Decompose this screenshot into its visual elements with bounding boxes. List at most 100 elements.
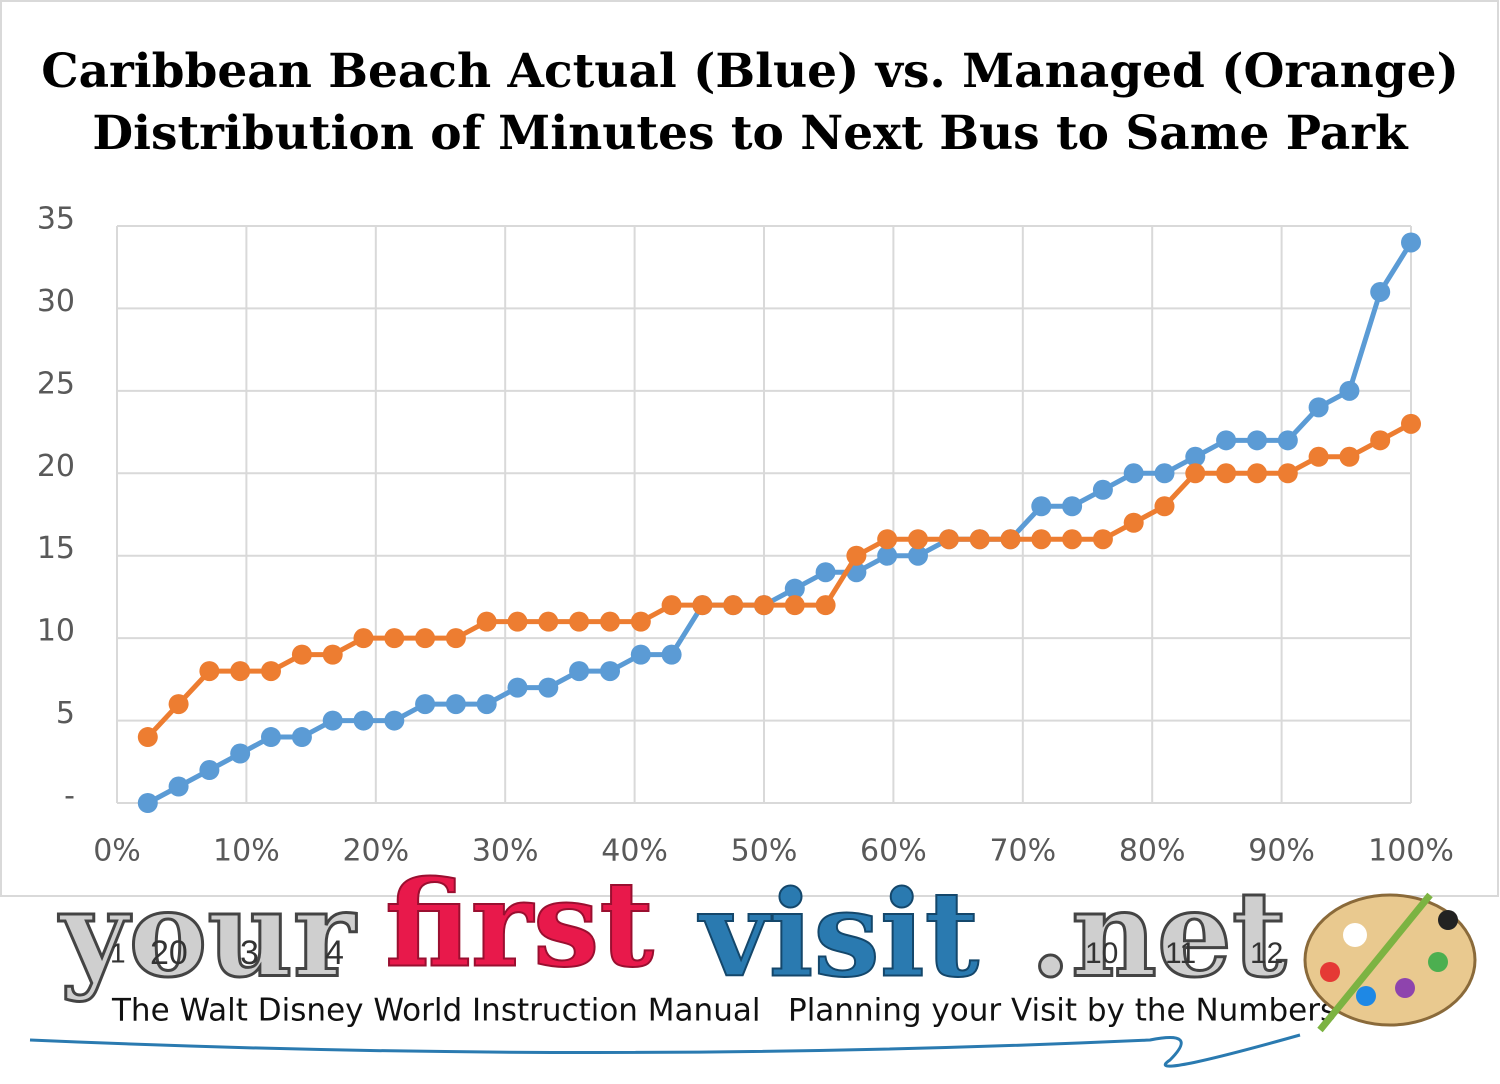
tagline: The Walt Disney World Instruction Manual <box>111 993 760 1029</box>
x-tick-label: 50% <box>731 834 798 869</box>
marker <box>661 595 682 616</box>
marker <box>1401 232 1421 253</box>
marker <box>1154 463 1175 484</box>
marker <box>1370 430 1391 451</box>
marker <box>415 628 436 649</box>
logo-your: your <box>58 865 357 1004</box>
plot: - 5 10 15 20 25 30 35 0% 10% 20% 30% 40% 50% 60% 70% 80%… <box>37 202 1454 869</box>
marker <box>260 661 281 682</box>
marker <box>754 595 774 616</box>
logo-number: 3 <box>240 934 259 972</box>
paint <box>1428 952 1448 972</box>
x-tick-label: 100% <box>1368 834 1454 869</box>
marker <box>815 562 836 583</box>
logo-number: 4 <box>325 934 344 972</box>
marker <box>384 628 405 649</box>
paint <box>1320 962 1340 982</box>
x-tick-label: 20% <box>342 834 409 869</box>
marker <box>1308 397 1329 418</box>
marker <box>384 710 405 731</box>
marker <box>630 611 651 632</box>
marker <box>137 793 158 813</box>
marker <box>1092 529 1113 550</box>
paint <box>1438 910 1458 930</box>
marker <box>445 628 466 649</box>
marker <box>1247 463 1268 484</box>
marker <box>1216 463 1237 484</box>
marker <box>1401 413 1421 434</box>
marker <box>784 595 805 616</box>
marker <box>661 644 682 665</box>
marker <box>846 545 867 566</box>
x-tick-label: 10% <box>213 834 280 869</box>
tagline: Planning your Visit by the Numbers <box>788 993 1336 1029</box>
swoosh <box>29 1033 1301 1068</box>
logo-number: 1 <box>110 937 126 968</box>
logo-number: 20 <box>150 934 188 972</box>
x-tick-label: 60% <box>860 834 927 869</box>
marker <box>168 776 189 797</box>
logo-number: 12 <box>1250 937 1283 970</box>
marker <box>907 545 928 566</box>
marker <box>1123 512 1144 533</box>
marker <box>507 677 528 698</box>
marker <box>600 611 621 632</box>
banner: your first visit .net 1 20 3 4 10 11 12 … <box>29 854 1477 1068</box>
marker <box>1370 281 1391 302</box>
marker <box>1216 430 1237 451</box>
marker <box>877 529 898 550</box>
marker <box>1062 529 1083 550</box>
marker <box>476 611 497 632</box>
marker <box>199 760 220 781</box>
marker <box>692 595 713 616</box>
marker <box>168 694 189 715</box>
brush <box>1317 892 1433 1033</box>
marker <box>230 743 251 764</box>
marker <box>1185 463 1206 484</box>
paint <box>1356 986 1376 1006</box>
marker <box>1154 496 1175 517</box>
marker <box>600 661 621 682</box>
marker <box>476 694 497 715</box>
marker <box>938 529 959 550</box>
logo-number: 11 <box>1165 937 1196 970</box>
y-tick-label: 35 <box>37 202 75 237</box>
marker <box>1247 430 1268 451</box>
x-tick-label: 90% <box>1248 834 1315 869</box>
marker <box>291 644 312 665</box>
x-tick-label: 40% <box>601 834 668 869</box>
x-tick-label: 80% <box>1119 834 1186 869</box>
marker <box>445 694 466 715</box>
logo-net: .net <box>1030 865 1286 1004</box>
y-tick-label: - <box>64 779 75 814</box>
marker <box>723 595 744 616</box>
marker <box>815 595 836 616</box>
marker <box>1123 463 1144 484</box>
x-tick-label: 30% <box>472 834 539 869</box>
marker <box>1092 479 1113 500</box>
palette-hole <box>1343 923 1367 947</box>
marker <box>1185 446 1206 467</box>
marker <box>1031 529 1052 550</box>
marker <box>353 710 374 731</box>
marker <box>877 545 898 566</box>
y-tick-label: 15 <box>37 531 75 566</box>
marker <box>538 677 559 698</box>
y-tick-label: 5 <box>56 696 75 731</box>
chart-title: Caribbean Beach Actual (Blue) vs. Manage… <box>41 44 1459 99</box>
marker <box>1308 446 1329 467</box>
marker <box>507 611 528 632</box>
x-tick-label: 0% <box>93 834 141 869</box>
chart-title: Distribution of Minutes to Next Bus to S… <box>92 106 1409 161</box>
marker <box>260 727 281 748</box>
paint <box>1395 978 1415 998</box>
logo-visit: visit <box>697 865 979 1004</box>
marker <box>1062 496 1083 517</box>
y-tick-label: 30 <box>37 284 75 319</box>
marker <box>199 661 220 682</box>
marker <box>1339 380 1360 401</box>
marker <box>784 578 805 599</box>
logo-first: first <box>385 855 654 994</box>
y-tick-label: 25 <box>37 366 75 401</box>
